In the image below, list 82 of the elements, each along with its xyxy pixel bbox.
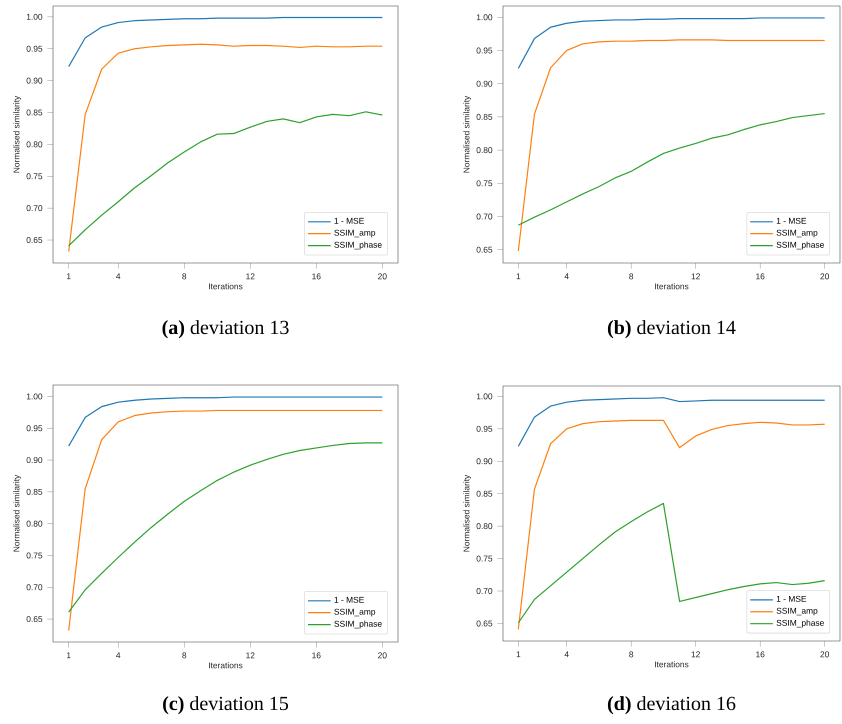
x-tick-label: 8 bbox=[629, 273, 634, 280]
legend-label: SSIM_amp bbox=[776, 608, 818, 616]
y-tick-label: 0.65 bbox=[476, 246, 492, 253]
y-axis-title: Normalised similarity bbox=[463, 474, 472, 552]
legend-label: 1 - MSE bbox=[334, 218, 364, 224]
x-tick-label: 20 bbox=[820, 273, 830, 280]
text: (b) deviation 14 bbox=[608, 320, 736, 338]
x-tick-label: 16 bbox=[312, 273, 321, 280]
x-tick-label: 8 bbox=[629, 651, 634, 658]
y-tick-label: 0.75 bbox=[476, 180, 492, 186]
x-tick-label: 16 bbox=[312, 652, 321, 658]
y-tick-label: 0.95 bbox=[476, 48, 492, 54]
y-tick-label: 0.70 bbox=[26, 584, 42, 590]
x-tick-label: 8 bbox=[182, 652, 186, 658]
y-tick-label: 0.65 bbox=[26, 237, 42, 244]
y-tick-label: 0.80 bbox=[26, 141, 42, 148]
y-tick-label: 0.90 bbox=[476, 80, 492, 87]
legend-label: SSIM_amp bbox=[334, 230, 376, 238]
legend-label: SSIM_amp bbox=[334, 608, 376, 616]
x-tick-label: 4 bbox=[116, 273, 120, 280]
x-tick-label: 16 bbox=[756, 273, 764, 280]
x-tick-label: 4 bbox=[564, 273, 569, 280]
y-tick-label: 0.95 bbox=[26, 46, 42, 52]
y-tick-label: 1.00 bbox=[476, 393, 492, 400]
x-tick-label: 1 bbox=[516, 651, 520, 658]
x-tick-label: 20 bbox=[378, 652, 387, 658]
x-tick-label: 12 bbox=[246, 273, 255, 280]
text: (d) deviation 16 bbox=[608, 696, 736, 714]
legend-label: SSIM_amp bbox=[776, 230, 818, 238]
legend-label: 1 - MSE bbox=[776, 596, 806, 602]
legend-label: SSIM_phase bbox=[776, 242, 824, 250]
y-tick-label: 0.75 bbox=[476, 556, 492, 562]
legend-label: 1 - MSE bbox=[334, 596, 364, 603]
y-tick-label: 0.65 bbox=[476, 620, 492, 626]
x-axis-title: Iterations bbox=[209, 283, 242, 290]
text: (c) deviation 15 bbox=[163, 696, 288, 714]
y-tick-label: 0.90 bbox=[476, 458, 492, 464]
y-axis-title: Normalised similarity bbox=[463, 96, 472, 173]
legend-label: SSIM_phase bbox=[334, 620, 382, 628]
x-tick-label: 16 bbox=[756, 651, 764, 658]
y-tick-label: 0.65 bbox=[26, 616, 42, 622]
y-tick-label: 0.95 bbox=[26, 425, 42, 432]
text: (a) deviation 13 bbox=[162, 320, 289, 338]
y-tick-label: 0.85 bbox=[26, 488, 42, 495]
x-tick-label: 20 bbox=[820, 651, 830, 658]
legend-label: 1 - MSE bbox=[776, 218, 806, 224]
y-tick-label: 0.70 bbox=[476, 588, 492, 594]
y-tick-label: 0.80 bbox=[26, 520, 42, 527]
y-tick-label: 0.95 bbox=[476, 426, 492, 432]
y-tick-label: 0.75 bbox=[26, 173, 42, 180]
x-tick-label: 12 bbox=[692, 273, 700, 280]
y-tick-label: 1.00 bbox=[26, 14, 42, 20]
y-tick-label: 0.85 bbox=[476, 114, 492, 120]
x-tick-label: 12 bbox=[692, 651, 700, 658]
y-tick-label: 0.70 bbox=[26, 205, 42, 212]
y-tick-label: 0.85 bbox=[476, 490, 492, 497]
x-tick-label: 4 bbox=[116, 652, 120, 658]
y-tick-label: 1.00 bbox=[476, 14, 492, 20]
y-tick-label: 1.00 bbox=[26, 393, 42, 400]
y-tick-label: 0.80 bbox=[476, 523, 492, 530]
legend-label: SSIM_phase bbox=[776, 620, 824, 628]
x-axis-title: Iterations bbox=[655, 661, 688, 668]
x-tick-label: 4 bbox=[564, 651, 569, 658]
x-tick-label: 12 bbox=[246, 652, 255, 658]
legend-label: SSIM_phase bbox=[334, 242, 382, 250]
x-axis-title: Iterations bbox=[655, 283, 688, 290]
y-tick-label: 0.90 bbox=[26, 78, 42, 84]
y-tick-label: 0.80 bbox=[476, 147, 492, 154]
y-axis-title: Normalised similarity bbox=[13, 474, 22, 552]
x-tick-label: 20 bbox=[378, 273, 387, 280]
x-tick-label: 1 bbox=[516, 273, 520, 280]
y-tick-label: 0.85 bbox=[26, 110, 42, 116]
x-tick-label: 1 bbox=[67, 652, 71, 658]
x-tick-label: 1 bbox=[67, 273, 71, 280]
x-tick-label: 8 bbox=[182, 273, 186, 280]
x-axis-title: Iterations bbox=[209, 662, 242, 668]
y-tick-label: 0.70 bbox=[476, 214, 492, 220]
line-series bbox=[68, 44, 383, 252]
y-tick-label: 0.90 bbox=[26, 457, 42, 464]
y-tick-label: 0.75 bbox=[26, 552, 42, 558]
y-axis-title: Normalised similarity bbox=[13, 96, 22, 173]
line-series bbox=[518, 112, 826, 226]
